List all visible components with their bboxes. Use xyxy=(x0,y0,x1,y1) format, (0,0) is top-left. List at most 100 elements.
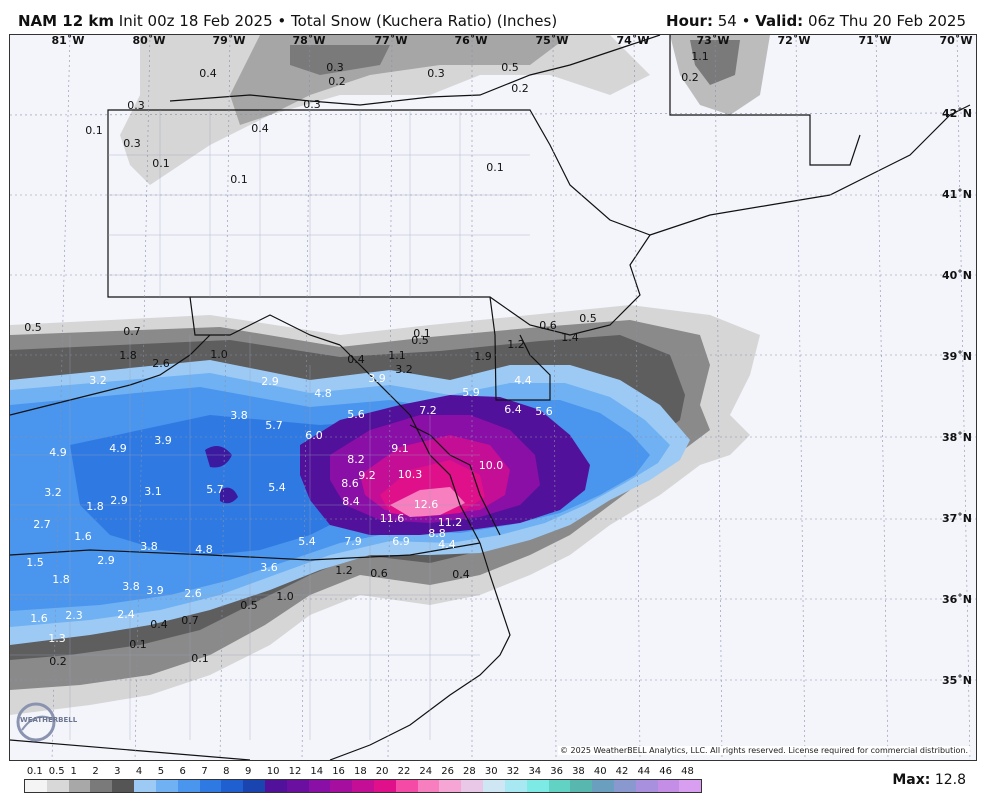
legend-tick-label: 16 xyxy=(332,766,345,777)
snow-value-label: 3.2 xyxy=(89,374,107,387)
snow-value-label: 5.4 xyxy=(268,481,286,494)
longitude-label: 80˚W xyxy=(133,35,166,47)
snow-value-label: 2.6 xyxy=(152,357,170,370)
legend-tick-label: 18 xyxy=(354,766,367,777)
snow-value-label: 0.1 xyxy=(85,124,103,137)
snow-value-label: 2.9 xyxy=(110,494,128,507)
county-lines xyxy=(10,110,530,740)
snow-value-labels: 0.4 0.30.20.30.50.20.31.10.20.30.40.10.30… xyxy=(24,50,709,668)
legend-swatch xyxy=(395,780,418,792)
legend-tick-label: 4 xyxy=(135,766,143,777)
map-canvas: 81˚W 80˚W 79˚W 78˚W 77˚W 76˚W 75˚W 74˚W 73˚W 72˚W… xyxy=(10,35,976,760)
snow-value-label: 4.4 xyxy=(514,374,532,387)
snow-value-label: 1.9 xyxy=(474,350,492,363)
longitude-label: 78˚W xyxy=(293,35,326,47)
snow-value-label: 8.2 xyxy=(347,453,365,466)
snow-value-label: 5.4 xyxy=(298,535,316,548)
legend-swatch xyxy=(68,780,91,792)
longitude-label: 81˚W xyxy=(52,35,85,47)
init-info: Init 00z 18 Feb 2025 • Total Snow (Kuche… xyxy=(118,12,558,30)
legend-tick-label: 32 xyxy=(506,766,520,777)
snow-value-label: 9.2 xyxy=(358,469,376,482)
snow-value-label: 3.8 xyxy=(140,540,158,553)
snow-value-label: 0.3 xyxy=(127,99,145,112)
longitude-label: 77˚W xyxy=(375,35,408,47)
snow-value-label: 2.9 xyxy=(261,375,279,388)
snow-value-label: 1.2 xyxy=(335,564,353,577)
latitude-label: 38˚N xyxy=(942,431,972,444)
snow-value-label: 0.3 xyxy=(303,98,321,111)
snow-value-label: 1.8 xyxy=(119,349,137,362)
max-number: 12.8 xyxy=(934,772,966,788)
hour-value: 54 xyxy=(717,12,737,30)
valid-value: 06z Thu 20 Feb 2025 xyxy=(807,12,966,30)
legend-swatch xyxy=(90,780,113,792)
snow-value-label: 0.1 xyxy=(191,652,209,665)
snow-value-label: 0.1 xyxy=(486,161,504,174)
snow-value-label: 0.4 xyxy=(452,568,470,581)
legend-tick-label: 38 xyxy=(572,766,585,777)
snow-value-label: 4.8 xyxy=(314,387,332,400)
legend-tick-label: 30 xyxy=(484,766,498,777)
snow-value-label: 1.1 xyxy=(388,349,406,362)
legend-tick-labels: 0.1 0.5 1 2 3 4 5 6 7 8 9 10 12 14 16 18 20 22 24 26 28 30 32 3… xyxy=(24,766,704,778)
legend-swatch xyxy=(592,780,614,792)
legend-swatch xyxy=(25,780,47,792)
legend-swatch xyxy=(526,780,549,792)
legend-tick-label: 2 xyxy=(92,766,99,777)
snow-value-label: 0.6 xyxy=(370,567,388,580)
legend-tick-label: 5 xyxy=(157,766,165,777)
longitude-label: 75˚W xyxy=(536,35,569,47)
snow-value-label: 3.9 xyxy=(154,434,172,447)
legend-tick-label: 46 xyxy=(659,766,673,777)
legend-swatch xyxy=(635,780,658,792)
snow-value-label: 0.3 xyxy=(123,137,141,150)
legend-swatch xyxy=(679,780,702,792)
snow-value-label: 1.0 xyxy=(210,348,228,361)
snow-value-label: 1.8 xyxy=(86,500,104,513)
snow-value-label: 4.9 xyxy=(49,446,67,459)
snow-value-label: 0.1 xyxy=(413,327,431,340)
snow-value-label: 0.2 xyxy=(511,82,529,95)
latitude-label: 35˚N xyxy=(942,674,972,687)
snow-value-label: 3.8 xyxy=(122,580,140,593)
snow-value-label: 7.9 xyxy=(344,535,362,548)
snow-value-label: 8.8 xyxy=(428,527,446,540)
snow-value-label: 1.5 xyxy=(26,556,44,569)
snow-value-label: 0.2 xyxy=(49,655,67,668)
snow-value-label: 10.3 xyxy=(398,468,423,481)
snow-value-label: 1.3 xyxy=(48,632,66,645)
legend-tick-label: 1 xyxy=(70,766,77,777)
longitude-label: 71˚W xyxy=(859,35,892,47)
snow-value-label: 5.7 xyxy=(206,483,224,496)
snow-value-label: 0.1 xyxy=(230,173,248,186)
legend-swatch xyxy=(112,780,135,792)
snow-value-label: 11.2 xyxy=(438,516,463,529)
legend-tick-label: 8 xyxy=(223,766,230,777)
snow-value-label: 0.4 xyxy=(347,353,365,366)
snow-value-label: 5.7 xyxy=(265,419,283,432)
snow-value-label: 0.7 xyxy=(181,614,199,627)
legend-swatch xyxy=(657,780,680,792)
snow-value-label: 1.0 xyxy=(276,590,294,603)
snow-value-label: 4.4 xyxy=(438,538,456,551)
map-title: NAM 12 km Init 00z 18 Feb 2025 • Total S… xyxy=(18,12,557,30)
snow-value-label: 5.6 xyxy=(535,405,553,418)
legend-swatch xyxy=(330,780,353,792)
max-label: Max: xyxy=(892,772,931,788)
snow-value-label: 1.4 xyxy=(561,331,579,344)
latitude-label: 39˚N xyxy=(942,350,972,363)
snow-value-label: 0.4 xyxy=(150,618,168,631)
legend-tick-label: 24 xyxy=(419,766,433,777)
legend-tick-label: 10 xyxy=(266,766,280,777)
snow-value-label: 4.9 xyxy=(109,442,127,455)
latitude-label: 40˚N xyxy=(942,269,972,282)
color-legend: 0.1 0.5 1 2 3 4 5 6 7 8 9 10 12 14 16 18 20 22 24 26 28 30 32 3… xyxy=(24,766,704,802)
snow-value-label: 0.5 xyxy=(411,334,429,347)
legend-swatch xyxy=(570,780,593,792)
snow-value-label: 0.5 xyxy=(24,321,42,334)
snow-value-label: 1.8 xyxy=(52,573,70,586)
snow-value-label: 12.6 xyxy=(414,498,439,511)
legend-swatch xyxy=(243,780,265,792)
legend-swatch xyxy=(264,780,287,792)
